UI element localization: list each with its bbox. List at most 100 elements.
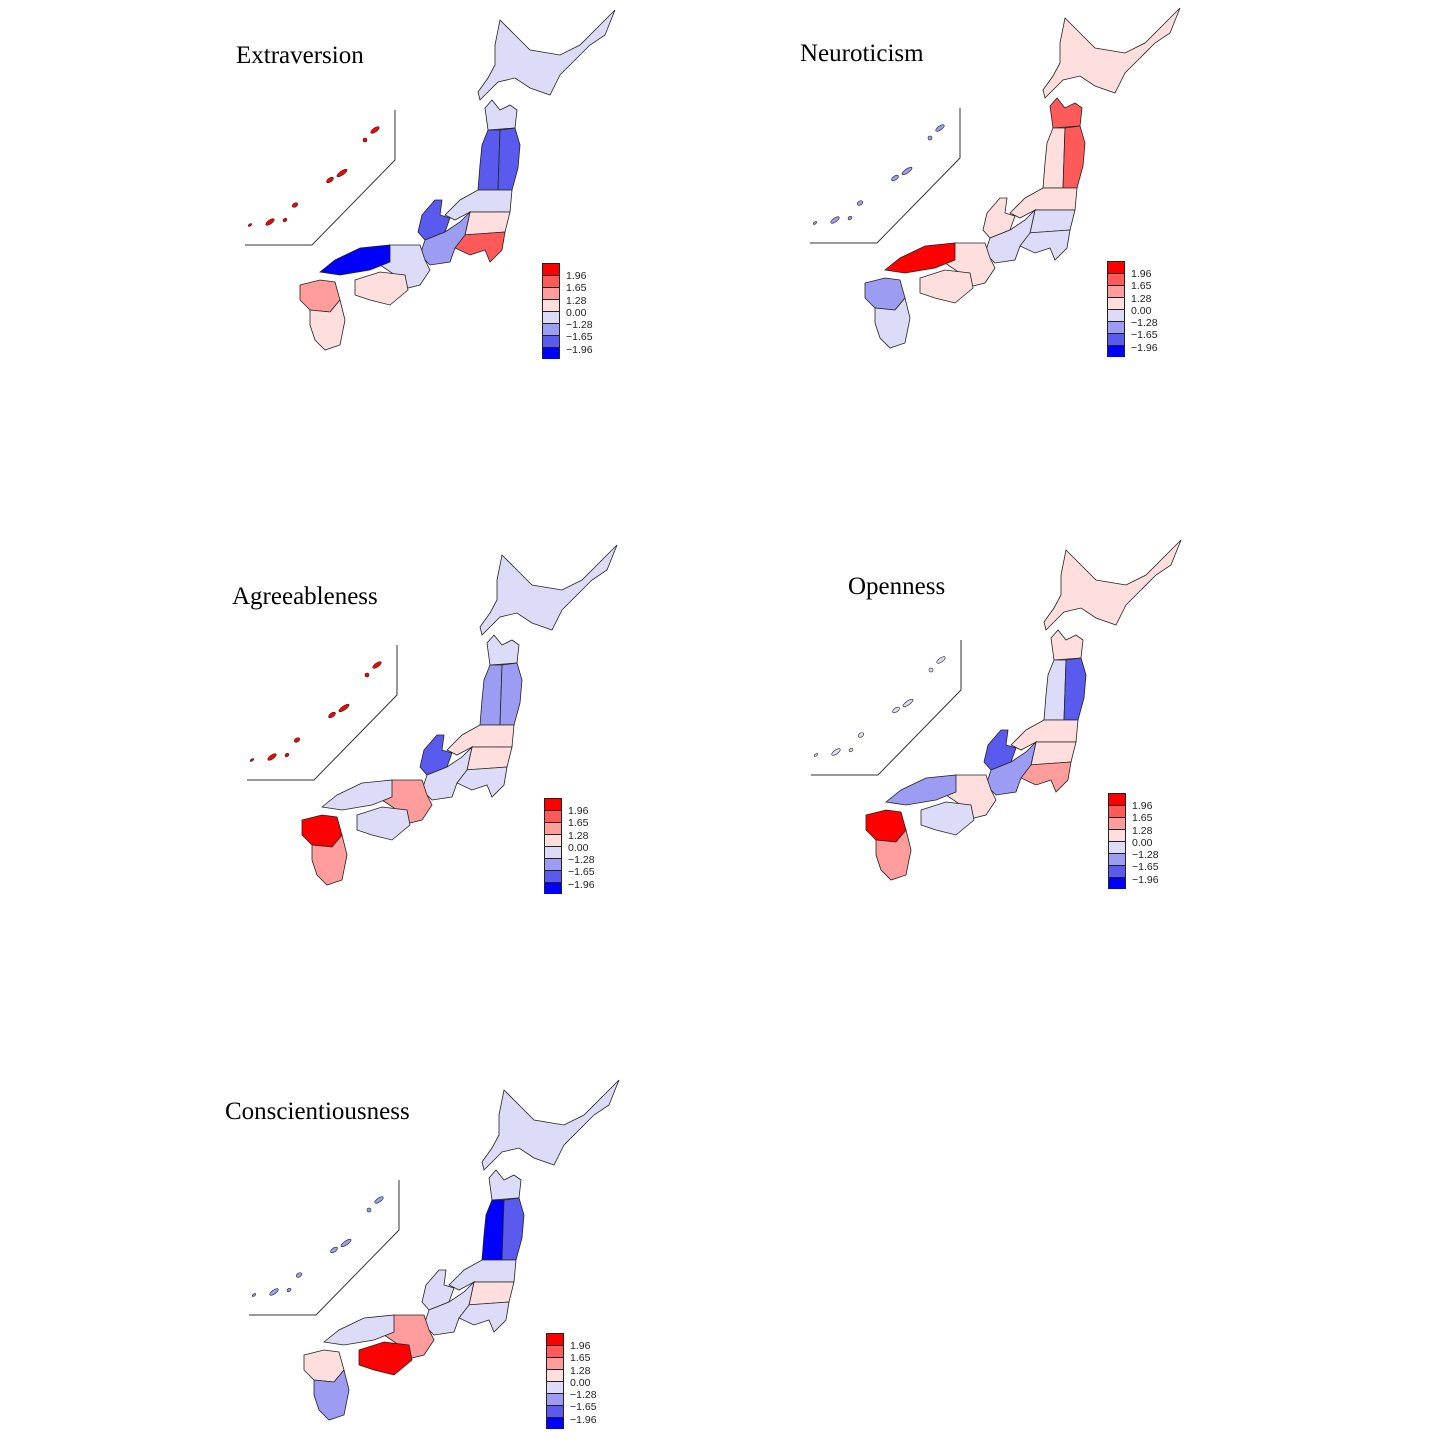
region-okinawa: [857, 732, 865, 738]
region-kyushu_s: [874, 297, 911, 349]
region-hokuriku: [983, 729, 1017, 771]
region-okinawa: [831, 748, 841, 756]
region-aomori: [486, 634, 520, 666]
region-okinawa: [892, 706, 900, 714]
region-hokuriku: [421, 1269, 455, 1311]
legend-label: 0.00: [1131, 304, 1152, 317]
region-tohoku_w: [481, 1199, 505, 1261]
region-okinawa: [336, 168, 348, 178]
japan-map: [810, 7, 1181, 349]
map-panel-neuroticism: Neuroticism 1.96 1.65 1.28 0.00 −1.28 −1.65 −1…: [795, 0, 1195, 373]
region-kanto_s: [458, 1301, 510, 1333]
region-okinawa: [269, 1288, 279, 1296]
legend-swatch: [546, 1405, 564, 1417]
legend-label: −1.28: [570, 1389, 597, 1402]
region-okinawa: [370, 126, 380, 134]
region-okinawa: [295, 1272, 303, 1278]
legend-swatch: [1107, 333, 1125, 345]
legend-swatch: [542, 275, 560, 287]
legend-label: −1.96: [568, 878, 595, 891]
region-kyushu_s: [309, 299, 346, 351]
region-kyushu_s: [875, 829, 912, 881]
region-kinki: [383, 1314, 435, 1361]
legend-swatch: [1107, 285, 1125, 297]
region-okinawa: [372, 661, 382, 669]
legend-label: 1.65: [1132, 812, 1153, 825]
legend-swatch: [544, 810, 562, 822]
region-okinawa: [286, 1288, 292, 1292]
region-okinawa: [338, 703, 350, 713]
region-kinki: [379, 244, 431, 291]
map-panel-conscientiousness: Conscientiousness 1.96 1.65 1.28 0.00 −1.28−…: [225, 1070, 634, 1445]
legend-label: 0.00: [566, 306, 587, 319]
legend-label: −1.96: [1131, 341, 1158, 354]
region-kanto_n: [466, 746, 513, 771]
legend-swatch: [1108, 829, 1126, 841]
region-tohoku_s: [446, 724, 515, 756]
legend-swatch: [1107, 297, 1125, 309]
region-kanto_n: [464, 211, 511, 236]
legend: 1.96 1.65 1.28 0.00 −1.28 −1.65 −1.96: [546, 1333, 597, 1429]
legend-label: −1.65: [1132, 861, 1159, 874]
map-title: Conscientiousness: [225, 1098, 410, 1125]
japan-map: [245, 9, 616, 351]
region-kanto_n: [1029, 209, 1076, 234]
legend-labels: 1.96 1.65 1.28 0.00 −1.28 −1.65 −1.96: [1132, 800, 1159, 886]
region-okinawa: [249, 758, 255, 762]
region-kyushu_s: [311, 834, 348, 886]
region-okinawa: [891, 174, 899, 182]
legend-label: 1.96: [1131, 268, 1152, 280]
region-shikoku: [358, 1341, 413, 1376]
region-kanto_s: [454, 231, 506, 263]
region-tohoku_e: [499, 662, 523, 726]
map-title: Openness: [848, 573, 946, 600]
region-okinawa: [856, 200, 864, 206]
legend-swatch: [546, 1393, 564, 1405]
japan-map: [811, 539, 1182, 881]
region-tohoku_s: [448, 1259, 517, 1291]
region-okinawa: [291, 202, 299, 208]
region-okinawa: [830, 216, 840, 224]
region-kanto_s: [456, 766, 508, 798]
region-kinki: [944, 242, 996, 289]
region-hokkaido: [1043, 539, 1182, 631]
region-tohoku_e: [497, 127, 521, 191]
region-chugoku: [884, 242, 956, 274]
region-hokuriku: [419, 734, 453, 776]
region-okinawa: [813, 753, 819, 757]
map-title: Neuroticism: [800, 40, 924, 67]
legend-label: 0.00: [1132, 836, 1153, 849]
legend-label: −1.96: [570, 1413, 597, 1426]
region-okinawa: [326, 176, 334, 184]
legend-swatch: [546, 1417, 564, 1429]
legend-labels: 1.96 1.65 1.28 0.00 −1.28 −1.65 −1.96: [566, 270, 593, 356]
legend-swatch: [542, 323, 560, 335]
legend-swatch: [1108, 877, 1126, 889]
okinawa-inset-border: [245, 110, 396, 246]
legend-swatch: [544, 870, 562, 882]
legend-label: −1.65: [566, 331, 593, 344]
region-aomori: [484, 99, 518, 131]
region-kinki: [381, 779, 433, 826]
region-okinawa: [362, 137, 368, 143]
region-tohoku_e: [1063, 657, 1087, 721]
okinawa-inset-border: [810, 108, 961, 244]
legend-label: −1.28: [1132, 849, 1159, 862]
legend-swatch: [1107, 345, 1125, 357]
legend-swatch: [1107, 273, 1125, 285]
region-okinawa: [247, 223, 253, 227]
region-tohoku_s: [1009, 187, 1078, 219]
region-okinawa: [902, 698, 914, 708]
map-panel-extraversion: Extraversion 1.96 1.65 1.28 0.00 −1.28 −1.65−…: [230, 0, 630, 375]
region-chugoku: [321, 779, 393, 811]
legend-swatch: [542, 347, 560, 359]
region-kanto_n: [468, 1281, 515, 1306]
legend-swatch: [1108, 793, 1126, 805]
region-chugoku: [319, 244, 391, 276]
region-okinawa: [284, 753, 290, 757]
region-aomori: [1050, 629, 1084, 661]
region-okinawa: [928, 667, 934, 673]
okinawa-inset-border: [811, 640, 962, 776]
legend-label: 1.65: [1131, 280, 1152, 293]
region-okinawa: [328, 711, 336, 719]
